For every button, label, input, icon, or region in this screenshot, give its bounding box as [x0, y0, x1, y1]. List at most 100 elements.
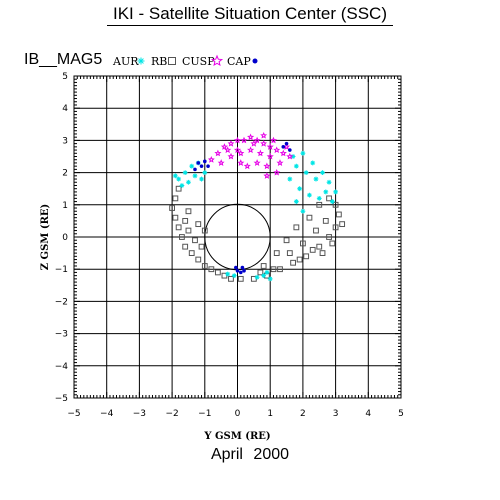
page-title: IKI - Satellite Situation Center (SSC): [0, 4, 500, 26]
data-point-cusp: [253, 159, 261, 167]
data-point-aur: [231, 273, 237, 279]
data-point-rb: [260, 263, 267, 269]
data-point-rb: [172, 195, 179, 202]
data-point-aur: [307, 192, 312, 198]
data-point-aur: [179, 183, 185, 188]
data-point-cap: [206, 164, 210, 168]
data-point-rb: [208, 266, 215, 273]
data-point-cusp: [260, 139, 268, 147]
data-point-cap: [240, 265, 245, 270]
data-point-rb: [270, 266, 277, 273]
legend-marker-cusp: [210, 54, 224, 67]
data-point-cusp: [263, 172, 271, 179]
data-point-aur: [199, 176, 204, 182]
data-point-cusp: [263, 162, 271, 170]
data-point-cusp: [217, 159, 225, 167]
data-point-cusp: [214, 149, 222, 157]
data-point-cap: [199, 164, 204, 168]
data-point-rb: [339, 221, 346, 228]
x-tick-label: −5: [67, 409, 80, 419]
data-point-cusp: [233, 146, 242, 154]
y-tick-label: 2: [62, 169, 68, 179]
data-point-rb: [326, 195, 332, 202]
data-point-cusp: [220, 143, 228, 150]
data-point-aur: [186, 179, 191, 185]
y-tick-labels: −5 −4 −3 −2 −1 0 1 2 3 4 5: [55, 72, 69, 404]
data-point-cusp: [256, 149, 264, 157]
data-point-cusp: [273, 146, 281, 154]
data-point-rb: [332, 201, 339, 208]
y-tick-label: 1: [62, 201, 68, 211]
data-point-cap: [288, 148, 292, 152]
data-point-rb: [293, 224, 300, 231]
x-tick-label: −4: [100, 409, 114, 419]
data-point-cusp: [240, 136, 248, 144]
data-point-rb: [329, 240, 336, 247]
data-point-aur: [326, 179, 332, 185]
data-point-rb: [228, 275, 234, 282]
data-point-rb: [273, 250, 280, 256]
x-tick-label: −3: [133, 409, 146, 419]
legend-label: RB: [151, 55, 167, 68]
data-point-rb: [192, 237, 198, 244]
data-point-cusp: [247, 133, 255, 141]
data-point-rb: [175, 185, 182, 192]
data-point-rb: [195, 221, 202, 228]
data-point-cusp: [237, 159, 245, 167]
data-point-aur: [293, 199, 299, 204]
data-point-cusp: [279, 149, 287, 157]
data-point-rb: [185, 208, 192, 215]
data-point-aur: [176, 176, 182, 182]
y-tick-label: −4: [55, 362, 69, 372]
data-point-aur: [303, 170, 309, 175]
data-point-aur: [267, 276, 273, 282]
grid: [74, 76, 401, 398]
data-point-aur: [316, 195, 322, 201]
x-tick-label: −2: [165, 409, 178, 419]
data-point-aur: [320, 170, 325, 175]
x-axis-label: Y GSM (RE): [203, 431, 270, 442]
data-point-cusp: [253, 136, 261, 144]
data-point-rb: [335, 211, 342, 218]
data-point-aur: [300, 208, 306, 214]
y-tick-label: 3: [62, 136, 68, 146]
y-tick-label: −2: [55, 297, 68, 307]
x-tick-label: 5: [398, 409, 404, 419]
data-point-aur: [313, 176, 319, 182]
data-point-cap: [235, 269, 240, 273]
data-point-rb: [319, 250, 326, 256]
x-tick-label: 4: [365, 409, 371, 419]
data-point-aur: [293, 163, 299, 169]
data-point-cusp: [266, 152, 274, 160]
data-point-cusp: [250, 139, 258, 147]
legend-label: CAP: [227, 55, 251, 68]
data-point-aur: [254, 274, 260, 280]
x-tick-label: 2: [300, 409, 306, 419]
plot-frame: [73, 75, 402, 399]
data-point-cap: [281, 145, 286, 149]
data-point-rb: [182, 218, 189, 224]
data-point-rb: [313, 227, 319, 234]
legend-marker-aur: [137, 57, 145, 65]
data-point-aur: [182, 170, 188, 175]
legend: AUR RB CUSP CAP: [112, 54, 258, 68]
chart-title: IB__MAG5: [24, 51, 102, 68]
x-tick-labels: −5 −4 −3 −2 −1 0 1 2 3 4 5: [67, 409, 404, 419]
legend-label: AUR: [112, 55, 139, 68]
data-point-rb: [198, 243, 205, 250]
data-point-rb: [306, 214, 313, 221]
data-point-rb: [201, 263, 208, 269]
data-point-rb: [277, 266, 283, 273]
data-point-aur: [323, 189, 329, 195]
data-point-rb: [185, 227, 192, 234]
data-point-rb: [300, 240, 306, 247]
data-point-rb: [179, 234, 185, 240]
data-point-cusp: [266, 142, 274, 150]
data-point-rb: [326, 234, 332, 240]
data-point-aur: [192, 173, 198, 179]
data-point-rb: [283, 237, 290, 244]
data-point-rb: [332, 224, 339, 231]
y-tick-label: −1: [55, 265, 68, 275]
legend-label: CUSP: [182, 55, 215, 68]
